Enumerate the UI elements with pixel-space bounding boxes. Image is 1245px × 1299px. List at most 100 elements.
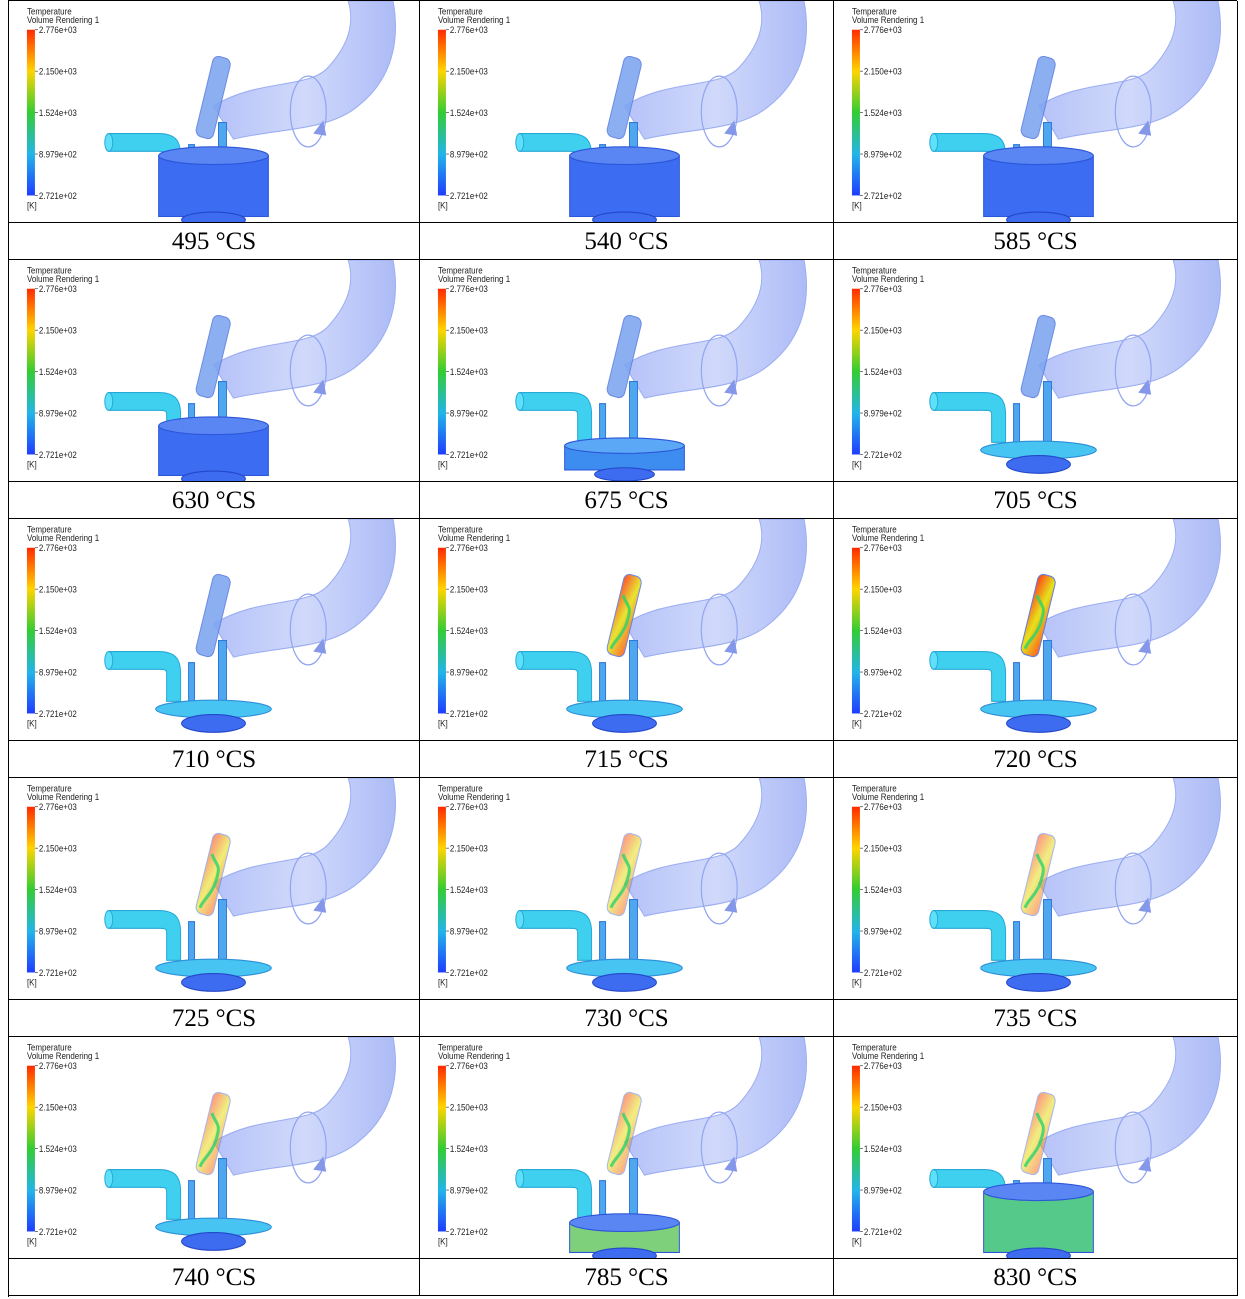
intake-port [515, 1169, 593, 1220]
cylinder [569, 1213, 680, 1258]
exhaust-pipe [212, 778, 396, 925]
legend-tick-label: 2.721e+02 [450, 1226, 488, 1236]
legend-tick-label: 8.979e+02 [39, 926, 77, 936]
legend-subtitle: Volume Rendering 1 [852, 533, 924, 543]
injector-tube [1020, 1091, 1056, 1176]
cylinder [155, 958, 272, 992]
legend-unit: [K] [27, 459, 37, 469]
panel-image: Temperature Volume Rendering 1 2.776e+03 2.… [834, 1037, 1238, 1259]
legend-tick-label: 8.979e+02 [864, 149, 902, 159]
panel-image: Temperature Volume Rendering 1 2.776e+03 2.… [9, 1037, 420, 1259]
legend-tick-label: 8.979e+02 [864, 1185, 902, 1195]
legend-tick-label: 8.979e+02 [864, 408, 902, 418]
legend-unit: [K] [438, 1236, 448, 1246]
injector-tube [606, 832, 642, 917]
panel-image: Temperature Volume Rendering 1 2.776e+03 2.… [9, 260, 420, 482]
legend-tick-label: 8.979e+02 [39, 149, 77, 159]
legend-unit: [K] [852, 459, 862, 469]
legend-subtitle: Volume Rendering 1 [852, 274, 924, 284]
legend-tick-label: 1.524e+03 [450, 1144, 488, 1154]
cylinder [564, 437, 685, 481]
legend-tick-label: 2.776e+03 [864, 284, 902, 294]
intake-port [929, 910, 1007, 961]
legend-tick-label: 2.776e+03 [39, 25, 77, 35]
panel-image: Temperature Volume Rendering 1 2.776e+03 2.… [9, 519, 420, 741]
panel-caption-cell: 630 °CS [9, 482, 420, 519]
legend-subtitle: Volume Rendering 1 [438, 792, 510, 802]
legend-unit: [K] [852, 1236, 862, 1246]
legend-title: Temperature [27, 6, 72, 16]
legend-tick-label: 2.721e+02 [39, 967, 77, 977]
panel-image: Temperature Volume Rendering 1 2.776e+03 2.… [9, 1, 420, 223]
legend-tick-label: 2.776e+03 [450, 802, 488, 812]
cylinder [983, 1182, 1094, 1258]
exhaust-pipe [623, 519, 807, 666]
injector-tube [606, 314, 642, 399]
legend-tick-label: 2.721e+02 [39, 708, 77, 718]
panel-image: Temperature Volume Rendering 1 2.776e+03 2.… [9, 778, 420, 1000]
panel-caption: 675 °CS [584, 486, 669, 514]
legend-tick-label: 1.524e+03 [450, 108, 488, 118]
cylinder [155, 1217, 272, 1251]
legend-tick-label: 1.524e+03 [450, 626, 488, 636]
legend-subtitle: Volume Rendering 1 [27, 274, 99, 284]
legend-tick-label: 8.979e+02 [864, 926, 902, 936]
legend-subtitle: Volume Rendering 1 [438, 15, 510, 25]
legend-tick-label: 2.150e+03 [39, 1102, 77, 1112]
legend-tick-label: 1.524e+03 [39, 108, 77, 118]
legend-tick-label: 1.524e+03 [39, 367, 77, 377]
legend-subtitle: Volume Rendering 1 [852, 1051, 924, 1061]
legend-tick-label: 2.776e+03 [864, 1061, 902, 1071]
legend-tick-label: 8.979e+02 [450, 408, 488, 418]
panel-caption: 740 °CS [171, 1263, 257, 1291]
legend-tick-label: 2.150e+03 [864, 843, 902, 853]
exhaust-pipe [212, 519, 396, 666]
legend-title: Temperature [852, 6, 897, 16]
legend-unit: [K] [852, 200, 862, 210]
legend-tick-label: 1.524e+03 [450, 885, 488, 895]
exhaust-pipe [212, 1, 396, 148]
legend-tick-label: 2.150e+03 [39, 325, 77, 335]
figure-grid: Temperature Volume Rendering 1 2.776e+03 2.… [8, 0, 1238, 1297]
legend-tick-label: 2.776e+03 [39, 1061, 77, 1071]
panel-image: Temperature Volume Rendering 1 2.776e+03 2.… [420, 778, 834, 1000]
legend-title: Temperature [438, 265, 483, 275]
legend-title: Temperature [852, 265, 897, 275]
injector-tube [1020, 314, 1056, 399]
legend-title: Temperature [27, 783, 72, 793]
exhaust-pipe [1037, 519, 1221, 666]
legend-tick-label: 2.150e+03 [39, 584, 77, 594]
legend-tick-label: 2.150e+03 [864, 325, 902, 335]
legend-subtitle: Volume Rendering 1 [27, 15, 99, 25]
legend-subtitle: Volume Rendering 1 [852, 15, 924, 25]
legend-unit: [K] [438, 977, 448, 987]
legend-subtitle: Volume Rendering 1 [438, 274, 510, 284]
legend-tick-label: 8.979e+02 [450, 1185, 488, 1195]
legend-unit: [K] [852, 718, 862, 728]
exhaust-pipe [623, 1, 807, 148]
legend-tick-label: 2.721e+02 [39, 190, 77, 200]
cylinder [158, 146, 269, 222]
injector-tube [195, 832, 231, 917]
legend-tick-label: 1.524e+03 [864, 885, 902, 895]
legend-tick-label: 2.150e+03 [450, 584, 488, 594]
